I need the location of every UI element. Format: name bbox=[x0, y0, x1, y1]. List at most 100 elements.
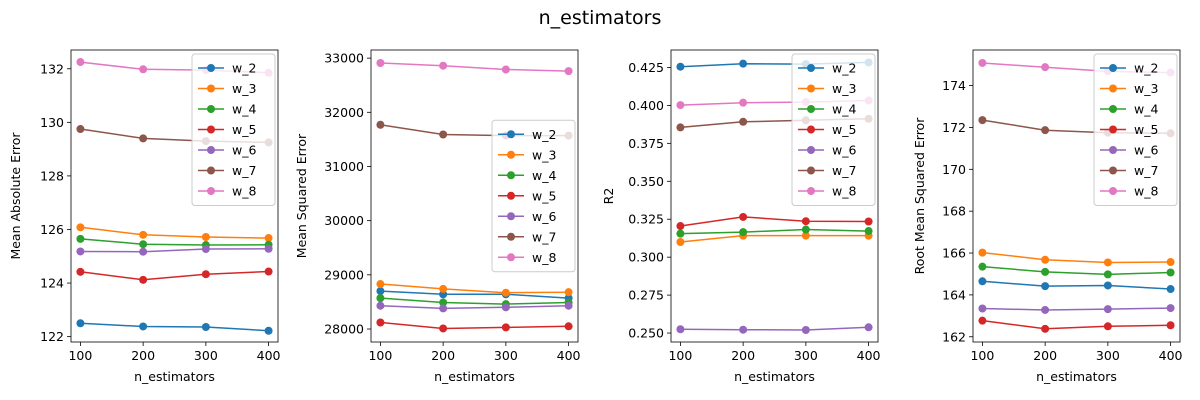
data-point-w_4 bbox=[1041, 267, 1050, 276]
legend-label-w_4: w_4 bbox=[832, 102, 856, 117]
data-point-w_4 bbox=[978, 262, 987, 271]
data-point-w_5 bbox=[1041, 324, 1050, 333]
x-tick-label: 300 bbox=[194, 348, 218, 363]
data-point-w_5 bbox=[501, 323, 510, 332]
x-tick-label: 100 bbox=[68, 348, 92, 363]
legend-label-w_2: w_2 bbox=[532, 127, 556, 142]
x-axis-label: n_estimators bbox=[434, 369, 515, 384]
x-tick-label: 200 bbox=[1033, 348, 1057, 363]
legend-marker-w_2 bbox=[1109, 64, 1117, 72]
data-point-w_5 bbox=[439, 324, 448, 333]
data-point-w_6 bbox=[264, 244, 273, 253]
legend-marker-w_5 bbox=[507, 191, 515, 200]
x-tick-label: 200 bbox=[131, 348, 155, 363]
legend-marker-w_4 bbox=[207, 105, 215, 113]
series-line-w_2 bbox=[380, 290, 569, 299]
data-point-w_5 bbox=[564, 322, 573, 331]
y-tick-label: 0.325 bbox=[628, 212, 664, 227]
x-tick-label: 400 bbox=[257, 348, 281, 363]
x-tick-label: 100 bbox=[970, 348, 994, 363]
data-point-w_4 bbox=[139, 240, 148, 249]
legend-label-w_8: w_8 bbox=[232, 184, 256, 199]
data-point-w_5 bbox=[978, 316, 987, 325]
data-point-w_4 bbox=[1166, 268, 1175, 277]
y-tick-label: 172 bbox=[942, 120, 966, 135]
x-tick-label: 300 bbox=[794, 348, 818, 363]
data-point-w_3 bbox=[76, 223, 85, 232]
data-point-w_6 bbox=[76, 247, 85, 256]
y-tick-label: 130 bbox=[40, 115, 64, 130]
y-tick-label: 132 bbox=[40, 61, 64, 76]
x-tick-label: 100 bbox=[668, 348, 692, 363]
data-point-w_7 bbox=[1041, 126, 1050, 135]
legend-label-w_5: w_5 bbox=[832, 122, 856, 137]
y-axis-label: Root Mean Squared Error bbox=[912, 117, 927, 275]
data-point-w_8 bbox=[1041, 63, 1050, 72]
legend-marker-w_4 bbox=[1109, 105, 1117, 113]
y-tick-label: 32000 bbox=[324, 105, 364, 120]
x-axis-label: n_estimators bbox=[734, 369, 815, 384]
series-line-w_5 bbox=[982, 319, 1171, 330]
legend-marker-w_7 bbox=[207, 166, 215, 175]
legend-label-w_7: w_7 bbox=[532, 229, 556, 244]
legend-marker-w_6 bbox=[207, 146, 215, 154]
data-point-w_3 bbox=[201, 232, 210, 241]
series-line-w_6 bbox=[680, 326, 869, 331]
y-tick-label: 0.250 bbox=[628, 326, 664, 341]
legend-marker-w_3 bbox=[1109, 84, 1117, 93]
legend-label-w_2: w_2 bbox=[1134, 61, 1158, 76]
series-line-w_5 bbox=[380, 321, 569, 330]
data-point-w_7 bbox=[139, 134, 148, 143]
data-point-w_7 bbox=[739, 117, 748, 126]
series-line-w_2 bbox=[80, 322, 269, 332]
data-point-w_3 bbox=[376, 280, 385, 289]
subplot-3: 100 200 300 400 0.250 0.275 0.300 0.325 0.350 0.3… bbox=[601, 49, 881, 384]
data-point-w_8 bbox=[376, 59, 385, 68]
legend-marker-w_2 bbox=[207, 64, 215, 72]
y-axis-label: Mean Absolute Error bbox=[8, 132, 23, 260]
data-point-w_5 bbox=[376, 318, 385, 327]
x-tick-label: 200 bbox=[431, 348, 455, 363]
subplot-2: 100 200 300 400 28000 29000 30000 31000 32000 330… bbox=[294, 49, 581, 384]
x-axis-label: n_estimators bbox=[1036, 369, 1117, 384]
x-tick-label: 100 bbox=[368, 348, 392, 363]
data-point-w_6 bbox=[564, 301, 573, 310]
data-point-w_3 bbox=[676, 237, 685, 246]
series-line-w_5 bbox=[680, 216, 869, 227]
series-line-w_6 bbox=[80, 248, 269, 253]
axes-frame bbox=[670, 49, 879, 343]
data-point-w_5 bbox=[1103, 322, 1112, 331]
data-point-w_7 bbox=[978, 116, 987, 125]
data-point-w_4 bbox=[739, 228, 748, 237]
data-point-w_3 bbox=[1041, 255, 1050, 264]
data-point-w_2 bbox=[1166, 285, 1175, 294]
data-point-w_7 bbox=[376, 120, 385, 129]
series-line-w_2 bbox=[982, 280, 1171, 290]
data-point-w_6 bbox=[1103, 305, 1112, 314]
figure-title: n_estimators bbox=[539, 7, 662, 29]
legend-marker-w_2 bbox=[807, 64, 815, 72]
data-point-w_8 bbox=[439, 61, 448, 70]
y-tick-label: 164 bbox=[942, 287, 966, 302]
legend-label-w_6: w_6 bbox=[532, 209, 556, 224]
data-point-w_3 bbox=[1166, 258, 1175, 267]
data-point-w_2 bbox=[676, 62, 685, 71]
data-point-w_6 bbox=[201, 245, 210, 254]
legend-marker-w_7 bbox=[807, 166, 815, 175]
x-tick-label: 400 bbox=[557, 348, 581, 363]
legend-marker-w_7 bbox=[1109, 166, 1117, 175]
legend-marker-w_8 bbox=[207, 187, 215, 195]
legend-label-w_4: w_4 bbox=[232, 102, 256, 117]
y-tick-label: 166 bbox=[942, 246, 966, 261]
x-tick-label: 300 bbox=[1096, 348, 1120, 363]
data-point-w_5 bbox=[739, 212, 748, 221]
y-tick-label: 31000 bbox=[324, 159, 364, 174]
legend: w_2 w_3 w_4 w_5 w_6 w_7 w_8 bbox=[191, 53, 276, 206]
y-tick-label: 0.275 bbox=[628, 288, 664, 303]
data-point-w_3 bbox=[1103, 258, 1112, 267]
legend-label-w_4: w_4 bbox=[1134, 102, 1158, 117]
subplot-1: 100 200 300 400 122 124 126 128 130 132 n_estimato… bbox=[8, 49, 281, 384]
subplot-4: 100 200 300 400 162 164 166 168 170 172 174 n_estim… bbox=[912, 49, 1183, 384]
data-point-w_8 bbox=[139, 65, 148, 74]
y-tick-label: 128 bbox=[40, 168, 64, 183]
